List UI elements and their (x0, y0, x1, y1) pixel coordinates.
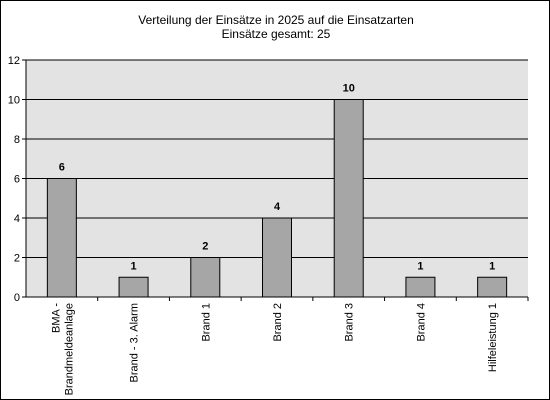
bar (118, 276, 149, 298)
y-tick-label: 0 (14, 292, 20, 304)
data-label: 10 (343, 83, 355, 95)
data-label: 1 (417, 260, 423, 272)
bar (262, 217, 292, 298)
bar (477, 276, 508, 298)
x-tick-label: Hilfeleistung 1 (487, 303, 499, 372)
y-tick-label: 2 (14, 253, 20, 265)
x-tick-label: Brand 2 (272, 303, 284, 342)
bar (190, 257, 221, 298)
data-label: 6 (59, 162, 65, 174)
data-label: 2 (202, 241, 208, 253)
y-tick-label: 4 (14, 213, 20, 225)
chart-title: Verteilung der Einsätze in 2025 auf die … (138, 13, 414, 27)
data-label: 1 (489, 260, 495, 272)
y-tick-label: 10 (8, 95, 20, 107)
bar (333, 99, 364, 298)
bar (405, 276, 436, 298)
x-tick-label: Brand 4 (415, 303, 427, 342)
x-tick-label: Brand 3 (344, 303, 356, 342)
bar (46, 178, 77, 298)
data-label: 4 (274, 201, 281, 213)
y-tick-label: 6 (14, 174, 20, 186)
y-tick-label: 8 (14, 134, 20, 146)
x-tick-label: BMA - (50, 303, 62, 333)
y-tick-label: 12 (8, 55, 20, 67)
data-label: 1 (131, 260, 137, 272)
x-tick-label: Brand 1 (200, 303, 212, 342)
chart-subtitle: Einsätze gesamt: 25 (221, 27, 331, 41)
x-tick-label: Brand - 3. Alarm (129, 303, 141, 382)
x-tick-label: Brandmeldeanlage (63, 303, 75, 395)
